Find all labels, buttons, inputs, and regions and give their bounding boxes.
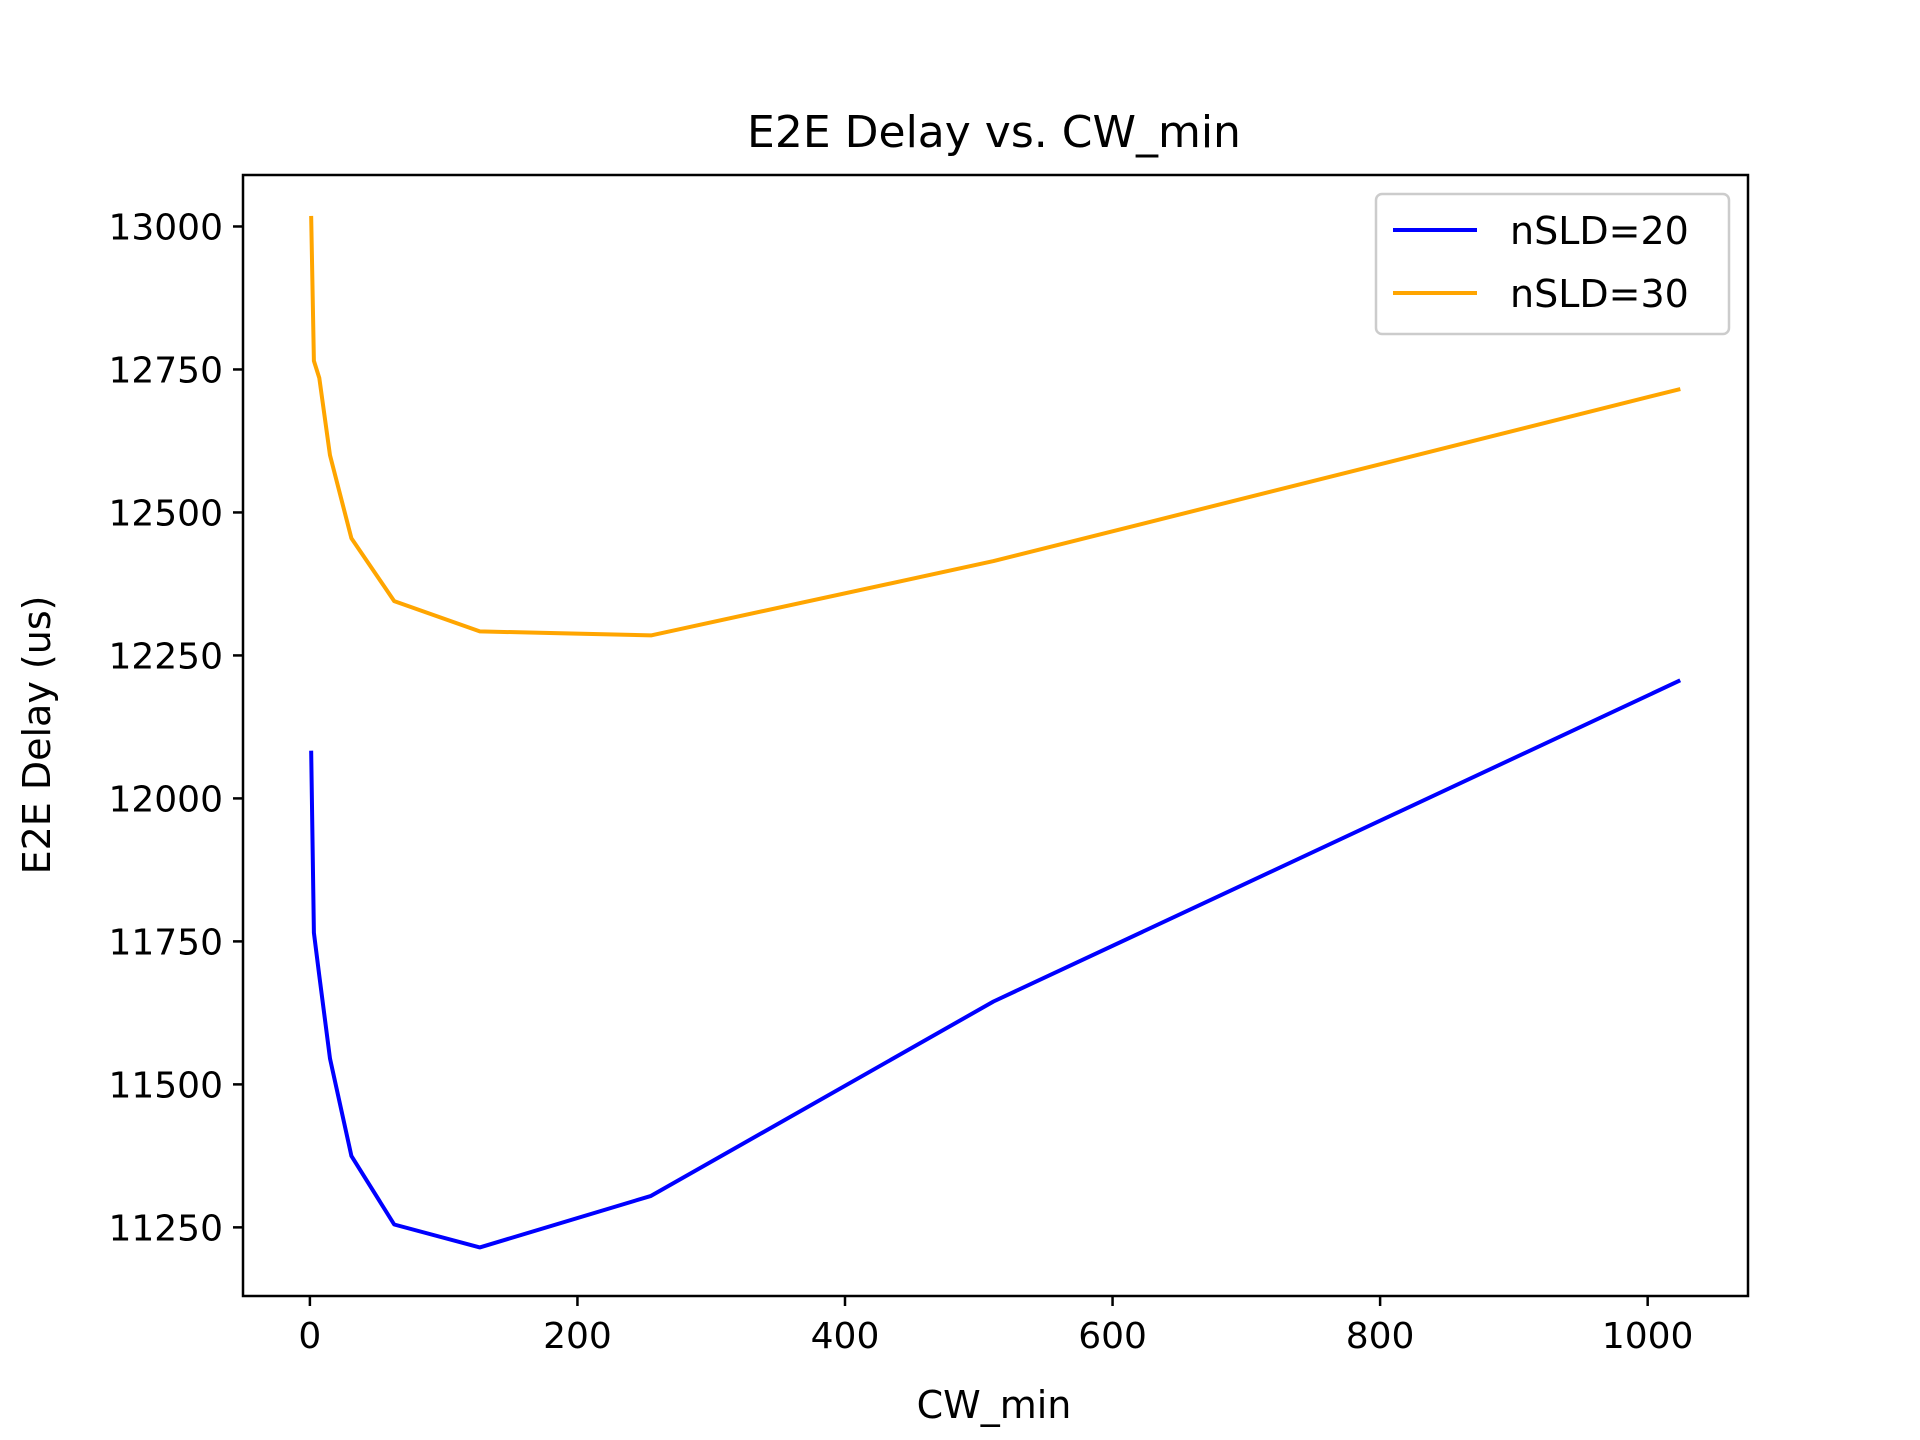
x-tick-label: 600 <box>1078 1316 1147 1357</box>
y-tick-label: 12500 <box>108 493 223 534</box>
series-line-1 <box>309 678 1682 1250</box>
x-axis-ticks: 0 200 400 600 800 1000 <box>298 1296 1693 1357</box>
y-tick-label: 11750 <box>108 922 223 963</box>
legend-label-2: nSLD=30 <box>1510 272 1689 316</box>
x-tick-label: 0 <box>298 1316 321 1357</box>
y-tick-label: 12000 <box>108 779 223 820</box>
y-tick-label: 13000 <box>108 207 223 248</box>
x-tick-label: 1000 <box>1602 1316 1694 1357</box>
series-line-2 <box>309 215 1681 638</box>
y-axis-ticks: 11250 11500 11750 12000 12250 12500 12750 13000 <box>108 207 243 1249</box>
y-tick-label: 11500 <box>108 1065 223 1106</box>
legend-label-1: nSLD=20 <box>1510 209 1689 253</box>
y-tick-label: 12250 <box>108 636 223 677</box>
series-layer <box>309 215 1682 1250</box>
y-tick-label: 11250 <box>108 1208 223 1249</box>
y-axis-label: E2E Delay (us) <box>15 596 59 875</box>
plot-frame <box>241 173 1750 1298</box>
x-tick-label: 200 <box>543 1316 612 1357</box>
x-tick-label: 800 <box>1346 1316 1415 1357</box>
x-axis-label: CW_min <box>917 1383 1072 1427</box>
chart-title: E2E Delay vs. CW_min <box>747 107 1241 158</box>
legend: nSLD=20 nSLD=30 <box>1374 192 1731 336</box>
x-tick-label: 400 <box>811 1316 880 1357</box>
y-tick-label: 12750 <box>108 350 223 391</box>
